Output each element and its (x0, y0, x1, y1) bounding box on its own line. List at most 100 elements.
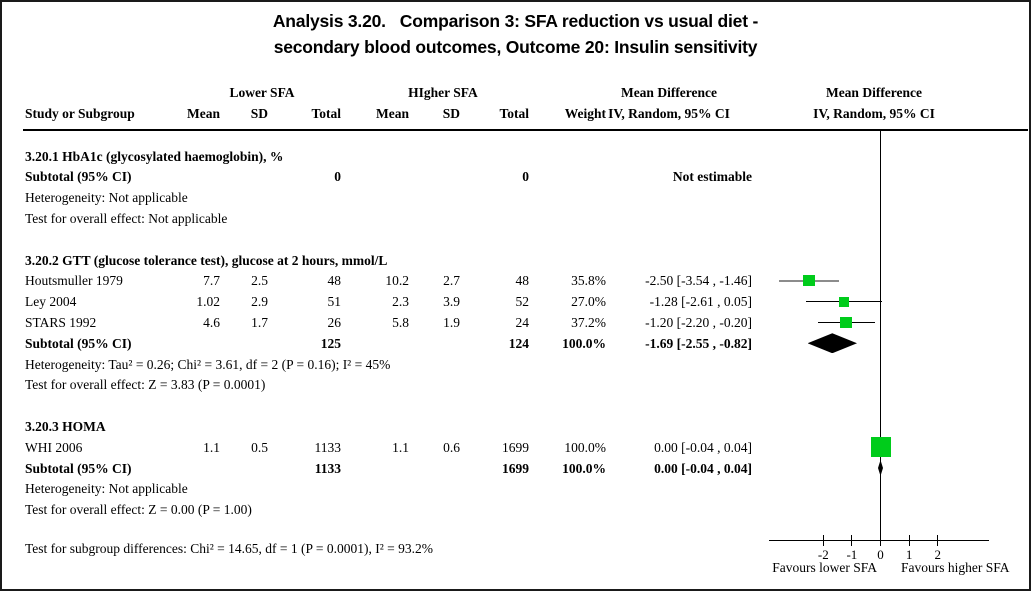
study-row: Houtsmuller 1979 7.7 2.5 48 10.2 2.7 48 35.8% -2… (0, 270, 1031, 291)
plot-zero-line (880, 131, 882, 541)
subgroup-differences-test: Test for subgroup differences: Chi² = 14… (25, 540, 434, 556)
study-label: Ley 2004 (25, 294, 77, 310)
effect-square (803, 275, 815, 287)
figure-title-line2: secondary blood outcomes, Outcome 20: In… (273, 37, 758, 57)
cell-ci-text: 0.00 [-0.04 , 0.04] (654, 439, 752, 455)
header-sd-1: SD (250, 106, 268, 121)
study-row: Ley 2004 1.02 2.9 51 2.3 3.9 52 27.0% -1.28 [-2.… (0, 291, 1031, 312)
cell-total-higher: 1699 (502, 460, 529, 476)
header-group-lower-sfa: Lower SFA (229, 85, 295, 100)
study-label: Houtsmuller 1979 (25, 273, 123, 289)
figure-title-line1: Analysis 3.20. Comparison 3: SFA reducti… (272, 11, 759, 31)
cell-mean-lower: 1.1 (203, 439, 220, 455)
cell-sd-lower: 1.7 (251, 315, 268, 330)
heterogeneity-row: Heterogeneity: Not applicable (0, 478, 1031, 499)
subtotal-label: Subtotal (95% CI) (25, 460, 132, 476)
cell-total-lower: 51 (327, 294, 342, 310)
header-total-2: Total (499, 106, 529, 121)
study-row: STARS 1992 4.6 1.7 26 5.8 1.9 24 37.2% -1.20 [-2… (0, 312, 1031, 333)
subgroup-heading-row: 3.20.3 HOMA (0, 416, 1031, 437)
overall-effect-row: Test for overall effect: Z = 0.00 (P = 1… (0, 499, 1031, 520)
cell-ci-text: -1.28 [-2.61 , 0.05] (649, 294, 752, 310)
cell-weight: 37.2% (571, 315, 606, 330)
axis-tick-label: 0 (877, 547, 884, 562)
axis-tick (822, 535, 824, 546)
favours-left-label: Favours lower SFA (772, 560, 877, 575)
study-label: STARS 1992 (25, 315, 97, 330)
axis-tick-label: 1 (905, 547, 913, 562)
cell-total-higher: 52 (515, 294, 530, 310)
cell-mean-higher: 2.3 (392, 294, 409, 310)
header-group-higher-sfa: HIgher SFA (408, 85, 478, 100)
overall-effect-text: Test for overall effect: Z = 3.83 (P = 0… (25, 377, 266, 393)
cell-mean-higher: 5.8 (392, 315, 409, 330)
heterogeneity-row: Heterogeneity: Not applicable (0, 187, 1031, 208)
effect-square (840, 316, 852, 329)
cell-mean-higher: 10.2 (385, 273, 409, 289)
cell-ci-text: 0.00 [-0.04 , 0.04] (654, 460, 752, 476)
cell-sd-lower: 2.5 (251, 273, 268, 289)
study-label: WHI 2006 (25, 439, 83, 455)
axis-tick-label: -2 (817, 547, 829, 562)
cell-sd-higher: 1.9 (443, 315, 460, 330)
cell-sd-higher: 2.7 (443, 273, 460, 289)
header-mean-difference-plot: Mean Difference (825, 85, 923, 100)
cell-sd-higher: 0.6 (443, 439, 460, 455)
cell-weight: 35.8% (571, 273, 606, 289)
subtotal-row: Subtotal (95% CI) 0 0 Not estimable (0, 166, 1031, 187)
overall-effect-row: Test for overall effect: Not applicable (0, 208, 1031, 229)
cell-mean-lower: 4.6 (203, 315, 220, 330)
cell-ci-text: -1.20 [-2.20 , -0.20] (645, 315, 752, 330)
cell-mean-lower: 1.02 (196, 294, 220, 310)
cell-mean-higher: 1.1 (392, 439, 409, 455)
header-sd-2: SD (442, 106, 460, 121)
subgroup-heading: 3.20.3 HOMA (25, 419, 106, 434)
cell-total-higher: 124 (508, 335, 529, 351)
cell-total-higher: 1699 (502, 439, 529, 455)
subgroup-heading-row: 3.20.1 HbA1c (glycosylated haemoglobin),… (0, 146, 1031, 167)
cell-total-lower: 48 (327, 273, 342, 289)
axis-tick (937, 535, 939, 546)
cell-total-higher: 0 (522, 169, 529, 185)
axis-tick-label: -1 (846, 547, 858, 562)
cell-total-lower: 26 (327, 315, 342, 330)
cell-total-lower: 0 (334, 169, 341, 185)
header-separator-rule (23, 129, 1028, 131)
subtotal-row: Subtotal (95% CI) 125 124 100.0% -1.69 [-2.5… (0, 333, 1031, 354)
effect-square (838, 296, 849, 307)
cell-sd-lower: 2.9 (251, 294, 268, 310)
cell-weight: 27.0% (571, 294, 606, 310)
subgroup-heading: 3.20.2 GTT (glucose tolerance test), glu… (25, 252, 388, 268)
subgroup-heading-row: 3.20.2 GTT (glucose tolerance test), glu… (0, 250, 1031, 271)
cell-total-lower: 1133 (314, 439, 342, 455)
cell-total-higher: 48 (515, 273, 530, 289)
axis-tick (851, 535, 853, 546)
header-total-1: Total (311, 106, 341, 121)
subtotal-label: Subtotal (95% CI) (25, 169, 132, 185)
cell-mean-lower: 7.7 (203, 273, 220, 289)
overall-effect-text: Test for overall effect: Z = 0.00 (P = 1… (25, 502, 252, 518)
x-axis-line (769, 540, 989, 542)
pooled-diamond (878, 460, 883, 476)
heterogeneity-text: Heterogeneity: Not applicable (25, 481, 188, 497)
cell-weight: 100.0% (564, 439, 606, 455)
cell-total-lower: 1133 (314, 460, 341, 476)
cell-ci-text: -2.50 [-3.54 , -1.46] (645, 273, 752, 289)
subtotal-label: Subtotal (95% CI) (25, 335, 132, 351)
header-mean-1: Mean (187, 106, 220, 121)
favours-right-label: Favours higher SFA (901, 560, 1010, 575)
overall-effect-row: Test for overall effect: Z = 3.83 (P = 0… (0, 374, 1031, 395)
heterogeneity-row: Heterogeneity: Tau² = 0.26; Chi² = 3.61,… (0, 354, 1031, 375)
header-study-or-subgroup: Study or Subgroup (25, 106, 135, 121)
pooled-diamond (807, 333, 858, 354)
header-iv-random-ci-plot: IV, Random, 95% CI (813, 106, 935, 121)
axis-tick (908, 535, 910, 546)
cell-ci-text: Not estimable (672, 169, 752, 185)
axis-tick (879, 535, 882, 546)
heterogeneity-text: Heterogeneity: Tau² = 0.26; Chi² = 3.61,… (25, 356, 391, 372)
cell-total-lower: 125 (320, 335, 341, 351)
axis-tick-label: 2 (934, 547, 941, 562)
cell-weight: 100.0% (562, 460, 606, 476)
cell-ci-text: -1.69 [-2.55 , -0.82] (645, 335, 752, 351)
cell-weight: 100.0% (562, 335, 606, 351)
